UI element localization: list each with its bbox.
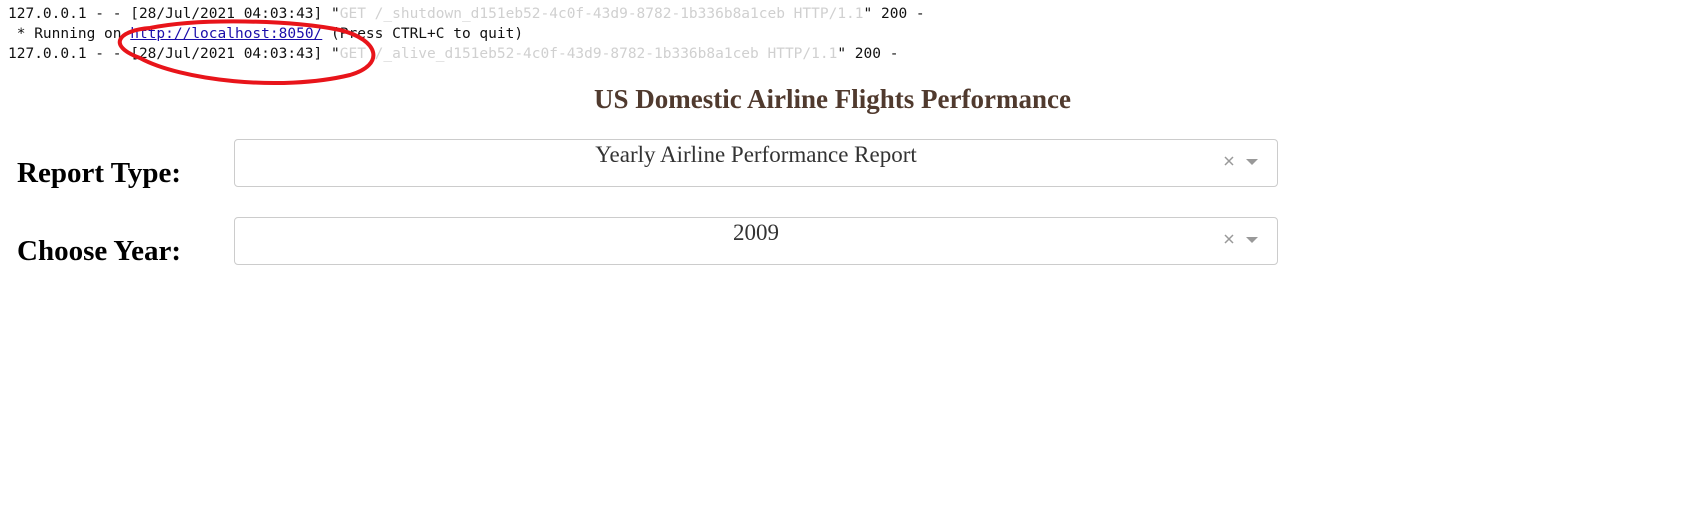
page-title: US Domestic Airline Flights Performance xyxy=(594,84,1071,114)
dropdown-value: Yearly Airline Performance Report xyxy=(595,142,917,167)
log-line: 127.0.0.1 - - [28/Jul/2021 04:03:43] "GE… xyxy=(8,6,925,22)
log-request: GET /_shutdown_d151eb52-4c0f-43d9-8782-1… xyxy=(339,6,864,22)
dropdown[interactable]: Yearly Airline Performance Report xyxy=(234,139,1278,187)
field-label: Choose Year: xyxy=(17,235,182,267)
log-text: 127.0.0.1 - - [28/Jul/2021 04:03:43] " xyxy=(8,46,340,62)
dropdown-icons xyxy=(1224,234,1258,244)
log-text: (Press CTRL+C to quit) xyxy=(322,26,524,42)
log-line: 127.0.0.1 - - [28/Jul/2021 04:03:43] "GE… xyxy=(8,46,898,62)
log-text: 127.0.0.1 - - [28/Jul/2021 04:03:43] " xyxy=(8,6,340,22)
field-label: Report Type: xyxy=(17,157,182,189)
log-request: GET /_alive_d151eb52-4c0f-43d9-8782-1b33… xyxy=(339,46,838,62)
dropdown-value: 2009 xyxy=(733,220,779,245)
log-link[interactable]: http://localhost:8050/ xyxy=(130,26,323,42)
log-text: " 200 - xyxy=(863,6,925,22)
dropdown-icons xyxy=(1224,156,1258,166)
log-text: * Running on xyxy=(8,26,131,42)
log-text: " 200 - xyxy=(837,46,899,62)
annotation-circle xyxy=(117,19,376,86)
dropdown[interactable]: 2009 xyxy=(234,217,1278,265)
log-line: * Running on http://localhost:8050/ (Pre… xyxy=(8,26,523,42)
